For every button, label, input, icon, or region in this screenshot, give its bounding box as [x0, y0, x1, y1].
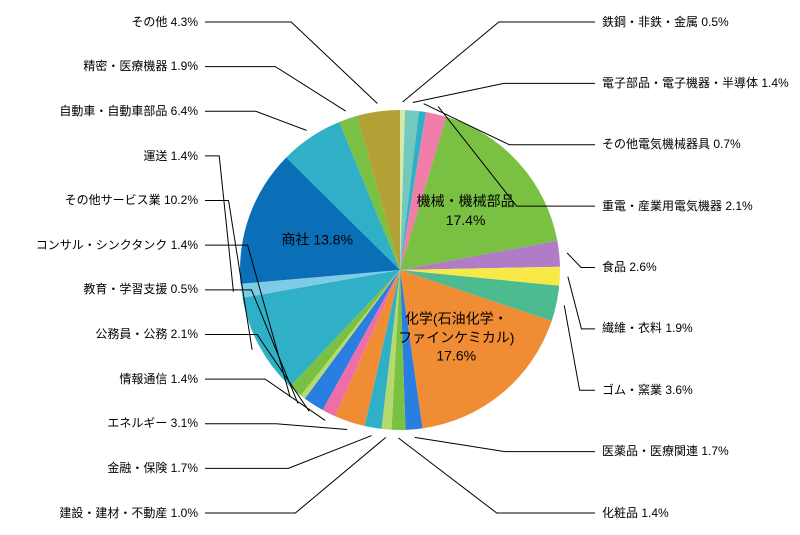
leader-line — [205, 22, 377, 104]
leader-line — [205, 437, 386, 513]
leader-line — [564, 305, 595, 390]
leader-line — [415, 437, 595, 451]
leader-line — [403, 22, 595, 102]
leader-line — [205, 436, 372, 469]
leader-line — [205, 111, 307, 130]
leader-line — [413, 83, 595, 102]
leader-line — [398, 438, 595, 513]
leader-line — [205, 424, 347, 430]
pie-svg — [0, 0, 800, 535]
leader-line — [568, 277, 595, 329]
industry-pie-chart: 鉄鋼・非鉄・金属 0.5%電子部品・電子機器・半導体 1.4%その他電気機械器具… — [0, 0, 800, 535]
leader-line — [205, 156, 233, 292]
leader-line — [567, 253, 595, 268]
leader-line — [205, 67, 346, 111]
